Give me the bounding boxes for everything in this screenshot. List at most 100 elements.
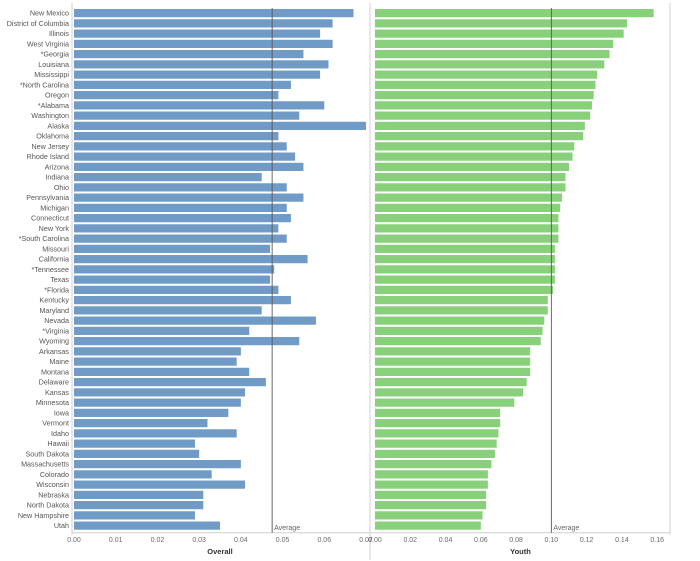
bar-overall-minnesota <box>74 398 241 407</box>
x-tick-youth-0-00: 0.00 <box>368 537 382 544</box>
bar-overall-oklahoma <box>74 132 279 141</box>
bar-overall-illinois <box>74 29 321 38</box>
category-label-west-virginia: West Virginia <box>27 39 69 48</box>
bar-youth-arkansas <box>375 347 531 356</box>
x-tick-overall-0-04: 0.04 <box>234 537 248 544</box>
bar-overall-virginia <box>74 326 250 335</box>
bar-youth-utah <box>375 521 481 530</box>
category-label-new-hampshire: New Hampshire <box>18 511 69 520</box>
category-label-vermont: Vermont <box>42 419 69 428</box>
category-label-kentucky: Kentucky <box>39 296 69 305</box>
category-label-new-york: New York <box>39 224 70 233</box>
bar-overall-wyoming <box>74 337 300 346</box>
x-tick-overall-0-02: 0.02 <box>151 537 165 544</box>
bar-youth-new-mexico <box>375 9 654 18</box>
bar-overall-vermont <box>74 419 208 428</box>
category-label-maine: Maine <box>49 357 69 366</box>
bar-youth-michigan <box>375 203 561 212</box>
bar-youth-virginia <box>375 326 543 335</box>
category-label-washington: Washington <box>31 111 69 120</box>
bar-youth-north-carolina <box>375 80 596 89</box>
category-label-connecticut: Connecticut <box>31 214 69 223</box>
category-label-new-jersey: New Jersey <box>31 142 69 151</box>
category-label-new-mexico: New Mexico <box>30 9 69 18</box>
bar-overall-nebraska <box>74 490 204 499</box>
bar-overall-rhode-island <box>74 152 296 161</box>
average-label-youth: Average <box>553 525 579 532</box>
category-label-louisiana: Louisiana <box>38 60 69 69</box>
bar-overall-massachusetts <box>74 460 241 469</box>
x-tick-overall-0-01: 0.01 <box>109 537 123 544</box>
bar-youth-nevada <box>375 316 545 325</box>
x-axis-title-overall: Overall <box>207 547 232 556</box>
bar-overall-district-of-columbia <box>74 19 333 28</box>
bar-overall-alabama <box>74 101 325 110</box>
category-label-rhode-island: Rhode Island <box>27 152 69 161</box>
bar-youth-florida <box>375 285 554 294</box>
bar-overall-indiana <box>74 173 262 182</box>
bar-overall-arkansas <box>74 347 241 356</box>
category-label-alabama: *Alabama <box>38 101 69 110</box>
category-label-utah: Utah <box>54 521 69 530</box>
x-tick-youth-0-16: 0.16 <box>650 537 664 544</box>
bar-overall-louisiana <box>74 60 329 69</box>
category-label-oregon: Oregon <box>45 91 69 100</box>
bar-overall-michigan <box>74 203 287 212</box>
category-label-north-carolina: *North Carolina <box>20 80 69 89</box>
bar-youth-vermont <box>375 419 501 428</box>
category-label-iowa: Iowa <box>54 408 69 417</box>
bar-overall-tennessee <box>74 265 275 274</box>
category-label-indiana: Indiana <box>45 173 69 182</box>
bar-overall-maine <box>74 357 237 366</box>
x-tick-youth-0-12: 0.12 <box>580 537 594 544</box>
bar-youth-pennsylvania <box>375 193 562 202</box>
bar-youth-tennessee <box>375 265 555 274</box>
bar-youth-new-hampshire <box>375 511 483 520</box>
bar-overall-north-dakota <box>74 501 204 510</box>
bar-youth-maryland <box>375 306 548 315</box>
bar-youth-iowa <box>375 408 501 417</box>
bar-overall-new-jersey <box>74 142 287 151</box>
x-tick-overall-0-05: 0.05 <box>276 537 290 544</box>
category-label-district-of-columbia: District of Columbia <box>7 19 69 28</box>
x-tick-youth-0-08: 0.08 <box>509 537 523 544</box>
category-label-wyoming: Wyoming <box>39 337 69 346</box>
bar-youth-arizona <box>375 162 569 171</box>
bar-overall-oregon <box>74 91 279 100</box>
category-label-florida: *Florida <box>44 285 69 294</box>
category-label-pennsylvania: Pennsylvania <box>26 193 69 202</box>
category-label-maryland: Maryland <box>39 306 69 315</box>
x-tick-youth-0-06: 0.06 <box>474 537 488 544</box>
bar-overall-california <box>74 255 308 264</box>
bar-youth-california <box>375 255 555 264</box>
bar-youth-oregon <box>375 91 594 100</box>
bar-youth-south-carolina <box>375 234 559 243</box>
category-label-hawaii: Hawaii <box>47 439 69 448</box>
x-tick-overall-0-07: 0.07 <box>359 537 373 544</box>
bar-youth-new-jersey <box>375 142 575 151</box>
bar-overall-texas <box>74 275 271 284</box>
bar-overall-pennsylvania <box>74 193 304 202</box>
x-tick-overall-0-03: 0.03 <box>192 537 206 544</box>
x-tick-overall-0-06: 0.06 <box>317 537 331 544</box>
category-label-colorado: Colorado <box>40 470 69 479</box>
bar-youth-north-dakota <box>375 501 487 510</box>
bar-youth-district-of-columbia <box>375 19 628 28</box>
category-label-oklahoma: Oklahoma <box>36 132 69 141</box>
category-label-tennessee: *Tennessee <box>31 265 69 274</box>
category-label-illinois: Illinois <box>49 29 69 38</box>
bar-youth-alaska <box>375 121 585 130</box>
bar-youth-connecticut <box>375 214 559 223</box>
x-tick-youth-0-02: 0.02 <box>403 537 417 544</box>
bar-overall-georgia <box>74 50 304 59</box>
bar-overall-idaho <box>74 429 237 438</box>
bar-youth-georgia <box>375 50 610 59</box>
bar-youth-hawaii <box>375 439 497 448</box>
bar-youth-wyoming <box>375 337 541 346</box>
bar-overall-washington <box>74 111 300 120</box>
category-label-south-dakota: South Dakota <box>25 449 69 458</box>
bar-overall-new-hampshire <box>74 511 195 520</box>
bar-overall-hawaii <box>74 439 195 448</box>
bar-overall-south-carolina <box>74 234 287 243</box>
bar-youth-missouri <box>375 244 555 253</box>
